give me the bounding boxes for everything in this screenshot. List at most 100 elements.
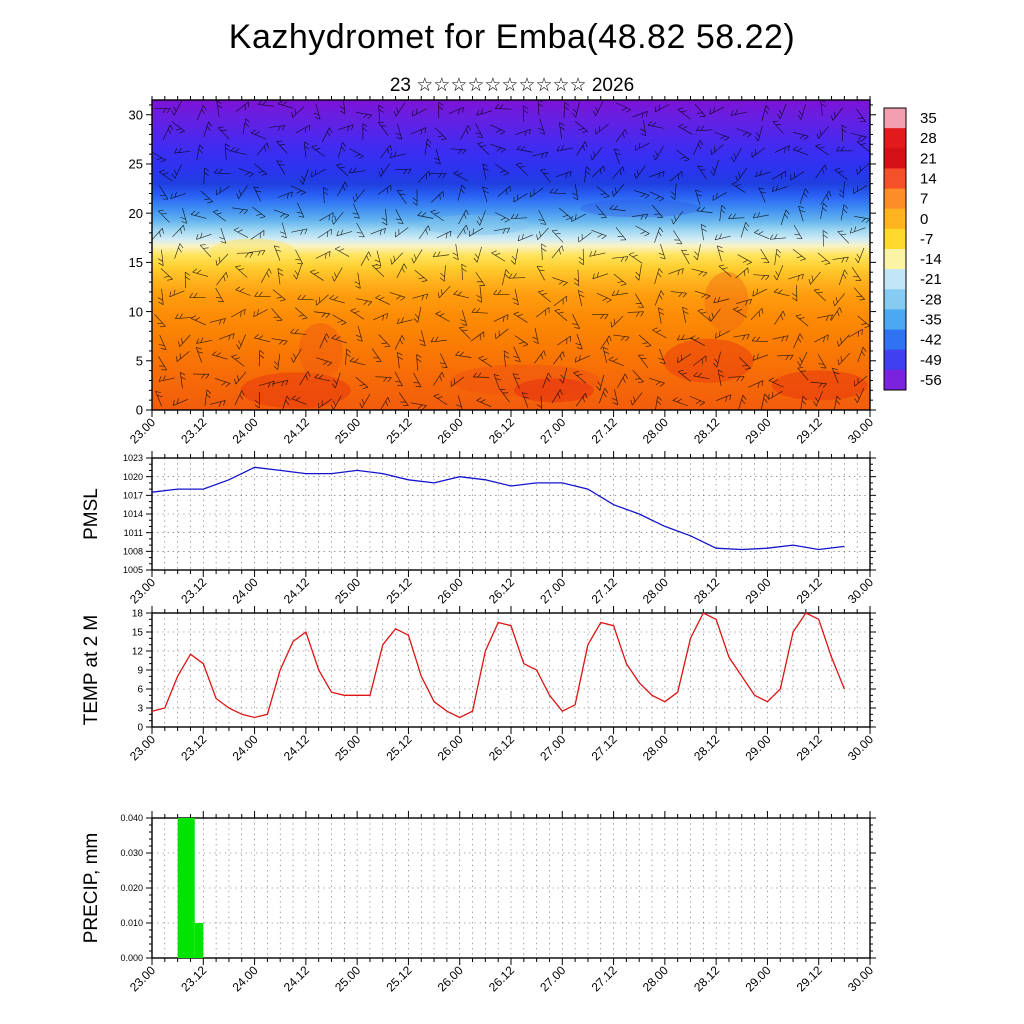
svg-text:26.12: 26.12 xyxy=(486,963,517,994)
svg-text:23.12: 23.12 xyxy=(178,963,209,994)
svg-text:24.00: 24.00 xyxy=(230,415,261,446)
precip-bar xyxy=(177,818,195,958)
svg-text:29.12: 29.12 xyxy=(794,575,825,606)
svg-text:26.12: 26.12 xyxy=(486,415,517,446)
svg-text:0.000: 0.000 xyxy=(120,953,143,963)
svg-text:23.12: 23.12 xyxy=(178,575,209,606)
svg-text:1011: 1011 xyxy=(124,528,143,538)
svg-text:6: 6 xyxy=(137,685,143,696)
grid-lines xyxy=(152,613,870,727)
grid-lines xyxy=(152,458,870,570)
svg-text:25.12: 25.12 xyxy=(383,575,414,606)
svg-text:0.030: 0.030 xyxy=(120,848,143,858)
svg-text:27.00: 27.00 xyxy=(537,415,568,446)
svg-text:0: 0 xyxy=(136,403,143,418)
svg-text:25: 25 xyxy=(129,157,143,172)
svg-text:0.040: 0.040 xyxy=(120,813,143,823)
svg-text:30.00: 30.00 xyxy=(845,963,876,994)
svg-text:29.12: 29.12 xyxy=(794,963,825,994)
svg-text:27.12: 27.12 xyxy=(589,732,620,763)
page-title: Kazhydromet for Emba(48.82 58.22) xyxy=(228,18,796,56)
svg-text:28.00: 28.00 xyxy=(640,963,671,994)
svg-text:27.12: 27.12 xyxy=(589,415,620,446)
svg-text:24.12: 24.12 xyxy=(281,963,312,994)
svg-text:28.00: 28.00 xyxy=(640,575,671,606)
svg-text:-56: -56 xyxy=(920,372,942,389)
svg-text:1008: 1008 xyxy=(123,547,143,557)
svg-text:14: 14 xyxy=(920,171,937,188)
svg-text:35: 35 xyxy=(920,110,937,127)
svg-text:26.00: 26.00 xyxy=(435,963,466,994)
svg-text:-14: -14 xyxy=(920,251,942,268)
svg-text:28: 28 xyxy=(920,130,937,147)
svg-text:25.00: 25.00 xyxy=(332,963,363,994)
temperature-colorbar: 35 28 21 14 7 0 -7 -14 -21 -28 -35 -42 -49 -56 xyxy=(883,107,942,391)
svg-text:30: 30 xyxy=(129,107,143,122)
svg-text:26.00: 26.00 xyxy=(435,415,466,446)
svg-text:18: 18 xyxy=(132,609,144,620)
svg-text:24.00: 24.00 xyxy=(230,575,261,606)
svg-text:26.12: 26.12 xyxy=(486,575,517,606)
svg-text:24.00: 24.00 xyxy=(230,732,261,763)
svg-text:29.00: 29.00 xyxy=(742,575,773,606)
svg-text:0: 0 xyxy=(137,723,143,734)
svg-text:28.12: 28.12 xyxy=(691,575,722,606)
svg-text:-21: -21 xyxy=(920,271,942,288)
svg-text:29.00: 29.00 xyxy=(742,732,773,763)
axis-ticks xyxy=(146,96,876,417)
svg-text:25.12: 25.12 xyxy=(383,963,414,994)
svg-text:15: 15 xyxy=(129,255,143,270)
svg-text:26.12: 26.12 xyxy=(486,732,517,763)
precip-bar xyxy=(194,923,204,958)
svg-text:28.12: 28.12 xyxy=(691,963,722,994)
svg-text:23.00: 23.00 xyxy=(127,575,158,606)
svg-text:0.010: 0.010 xyxy=(120,918,143,928)
svg-text:30.00: 30.00 xyxy=(845,732,876,763)
svg-text:24.12: 24.12 xyxy=(281,575,312,606)
svg-text:24.00: 24.00 xyxy=(230,963,261,994)
svg-text:27.00: 27.00 xyxy=(537,963,568,994)
svg-text:1017: 1017 xyxy=(123,491,143,501)
svg-text:-28: -28 xyxy=(920,291,942,308)
svg-text:21: 21 xyxy=(920,150,937,167)
svg-text:23.00: 23.00 xyxy=(127,963,158,994)
svg-text:26.00: 26.00 xyxy=(435,732,466,763)
svg-text:23.00: 23.00 xyxy=(127,415,158,446)
svg-text:10: 10 xyxy=(129,304,143,319)
pmsl-chart: 1005 1008 1011 1014 1017 1020 1023 23.00 23.12 24… xyxy=(123,451,876,606)
svg-text:-49: -49 xyxy=(920,352,942,369)
svg-text:26.00: 26.00 xyxy=(435,575,466,606)
svg-text:23.12: 23.12 xyxy=(178,415,209,446)
svg-text:28.00: 28.00 xyxy=(640,732,671,763)
svg-text:28.12: 28.12 xyxy=(691,732,722,763)
svg-text:3: 3 xyxy=(137,704,143,715)
svg-text:27.00: 27.00 xyxy=(537,575,568,606)
svg-text:-42: -42 xyxy=(920,332,942,349)
svg-text:20: 20 xyxy=(129,206,143,221)
svg-text:-7: -7 xyxy=(920,231,933,248)
grid-lines xyxy=(152,818,870,958)
svg-text:24.12: 24.12 xyxy=(281,415,312,446)
svg-text:5: 5 xyxy=(136,353,143,368)
wind-barbs xyxy=(152,100,870,410)
svg-text:29.00: 29.00 xyxy=(742,963,773,994)
svg-text:29.12: 29.12 xyxy=(794,732,825,763)
svg-text:25.12: 25.12 xyxy=(383,732,414,763)
svg-text:25.00: 25.00 xyxy=(332,732,363,763)
svg-text:30.00: 30.00 xyxy=(845,575,876,606)
svg-text:24.12: 24.12 xyxy=(281,732,312,763)
svg-text:27.00: 27.00 xyxy=(537,732,568,763)
svg-text:25.12: 25.12 xyxy=(383,415,414,446)
svg-text:9: 9 xyxy=(137,666,143,677)
svg-text:15: 15 xyxy=(132,628,144,639)
svg-text:0: 0 xyxy=(920,211,928,228)
svg-text:7: 7 xyxy=(920,191,928,208)
warm-cores xyxy=(210,199,868,409)
temp-chart: 0 3 6 9 12 15 18 23.00 23.12 24.00 24.12 25.00 25.12… xyxy=(127,606,876,763)
svg-text:23.00: 23.00 xyxy=(127,732,158,763)
svg-text:28.00: 28.00 xyxy=(640,415,671,446)
svg-text:-35: -35 xyxy=(920,312,942,329)
axis-ticks xyxy=(146,606,876,734)
svg-text:28.12: 28.12 xyxy=(691,415,722,446)
